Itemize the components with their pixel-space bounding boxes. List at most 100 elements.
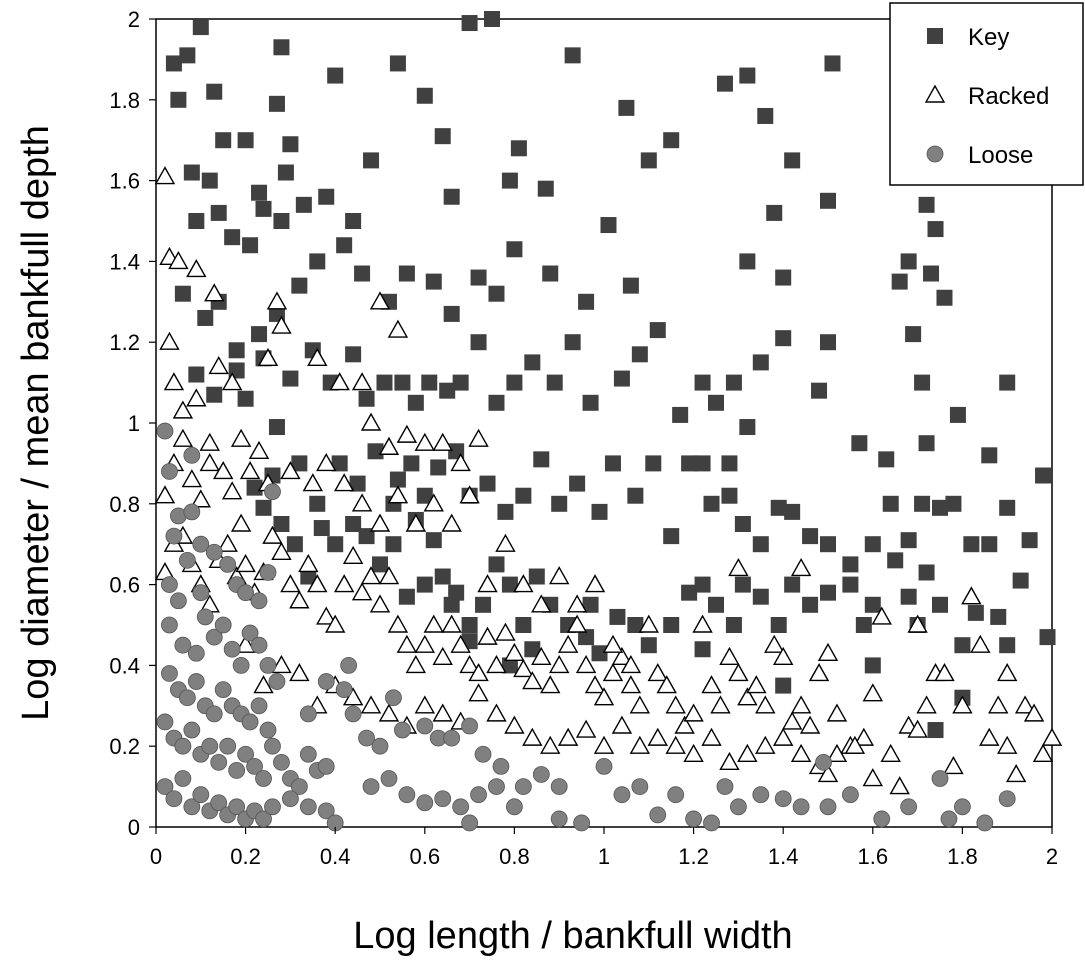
racked-point — [360, 412, 382, 431]
racked-point — [799, 715, 821, 734]
loose-point — [232, 657, 250, 674]
key-point — [336, 237, 353, 254]
racked-point — [647, 663, 668, 682]
racked-point — [351, 493, 373, 512]
key-point — [945, 495, 962, 512]
legend-marker-key — [927, 28, 943, 44]
y-tick-label: 0 — [128, 815, 140, 840]
racked-point — [289, 663, 310, 682]
racked-point — [549, 654, 570, 674]
racked-point — [316, 452, 337, 472]
racked-point — [325, 614, 346, 633]
racked-point — [862, 768, 883, 787]
key-point — [479, 475, 496, 492]
key-point — [488, 285, 505, 302]
key-point — [784, 503, 801, 520]
loose-point — [819, 798, 837, 816]
loose-point — [214, 616, 232, 634]
racked-point — [432, 432, 453, 451]
y-tick-label: 0.4 — [109, 653, 140, 678]
key-point — [268, 95, 285, 112]
key-point — [165, 55, 182, 72]
key-point — [954, 637, 971, 654]
loose-point — [488, 778, 505, 795]
key-point — [784, 576, 801, 593]
racked-point — [540, 675, 561, 694]
loose-point — [156, 422, 174, 440]
key-point — [864, 657, 881, 674]
racked-point — [880, 743, 901, 762]
legend: Key Racked Loose — [889, 2, 1084, 186]
loose-point — [474, 745, 492, 763]
x-tick-label: 0.4 — [320, 844, 351, 869]
key-point — [206, 83, 223, 100]
loose-point — [259, 721, 277, 739]
racked-point — [271, 654, 292, 674]
loose-point — [452, 798, 470, 816]
racked-point — [159, 331, 180, 350]
key-point — [900, 588, 917, 605]
loose-point — [161, 665, 178, 682]
racked-point — [952, 695, 973, 714]
loose-point — [514, 778, 532, 795]
loose-point — [161, 463, 178, 480]
racked-point — [522, 671, 543, 690]
loose-point — [613, 786, 631, 804]
loose-point — [246, 758, 263, 775]
racked-point — [342, 545, 364, 565]
racked-point — [190, 489, 211, 508]
key-point — [385, 536, 402, 553]
racked-point — [450, 634, 471, 653]
loose-point — [393, 721, 411, 739]
loose-point — [434, 790, 452, 808]
racked-point — [271, 315, 292, 334]
key-point — [1021, 532, 1038, 549]
key-point — [394, 374, 411, 391]
legend-marker-loose — [926, 145, 944, 163]
key-point — [564, 47, 581, 64]
key-point — [990, 608, 1007, 625]
key-point — [569, 475, 586, 492]
series-racked — [154, 166, 1063, 795]
key-point — [443, 596, 460, 613]
racked-point — [638, 614, 659, 633]
racked-point — [737, 687, 758, 706]
racked-point — [808, 663, 830, 682]
key-point — [179, 47, 196, 64]
key-point — [775, 269, 792, 286]
key-point — [672, 406, 689, 423]
racked-point — [602, 634, 624, 653]
loose-point — [169, 592, 187, 610]
key-point — [506, 374, 523, 391]
racked-point — [213, 461, 234, 480]
loose-point — [815, 753, 832, 771]
y-tick-label: 1.6 — [109, 169, 140, 194]
loose-point — [161, 576, 178, 593]
loose-point — [165, 790, 183, 808]
racked-point — [540, 735, 561, 754]
racked-point — [593, 687, 615, 706]
key-point — [524, 641, 541, 658]
loose-point — [335, 681, 353, 699]
racked-point — [235, 553, 256, 573]
key-point — [210, 204, 227, 221]
key-point — [716, 75, 733, 92]
loose-point — [214, 681, 232, 699]
racked-point — [351, 582, 373, 601]
racked-point — [387, 485, 409, 504]
racked-point — [1005, 764, 1027, 783]
racked-point — [629, 695, 651, 714]
key-point — [864, 536, 881, 553]
key-point — [398, 265, 415, 282]
loose-point — [317, 802, 335, 820]
key-point — [905, 326, 922, 343]
y-tick-label: 1.2 — [109, 330, 140, 355]
key-point — [927, 221, 944, 238]
key-point — [739, 67, 756, 84]
racked-point — [387, 319, 409, 338]
racked-point — [970, 634, 991, 653]
loose-point — [174, 737, 192, 755]
y-tick-label: 1 — [128, 411, 140, 436]
key-point — [708, 596, 724, 613]
racked-point — [266, 291, 288, 310]
